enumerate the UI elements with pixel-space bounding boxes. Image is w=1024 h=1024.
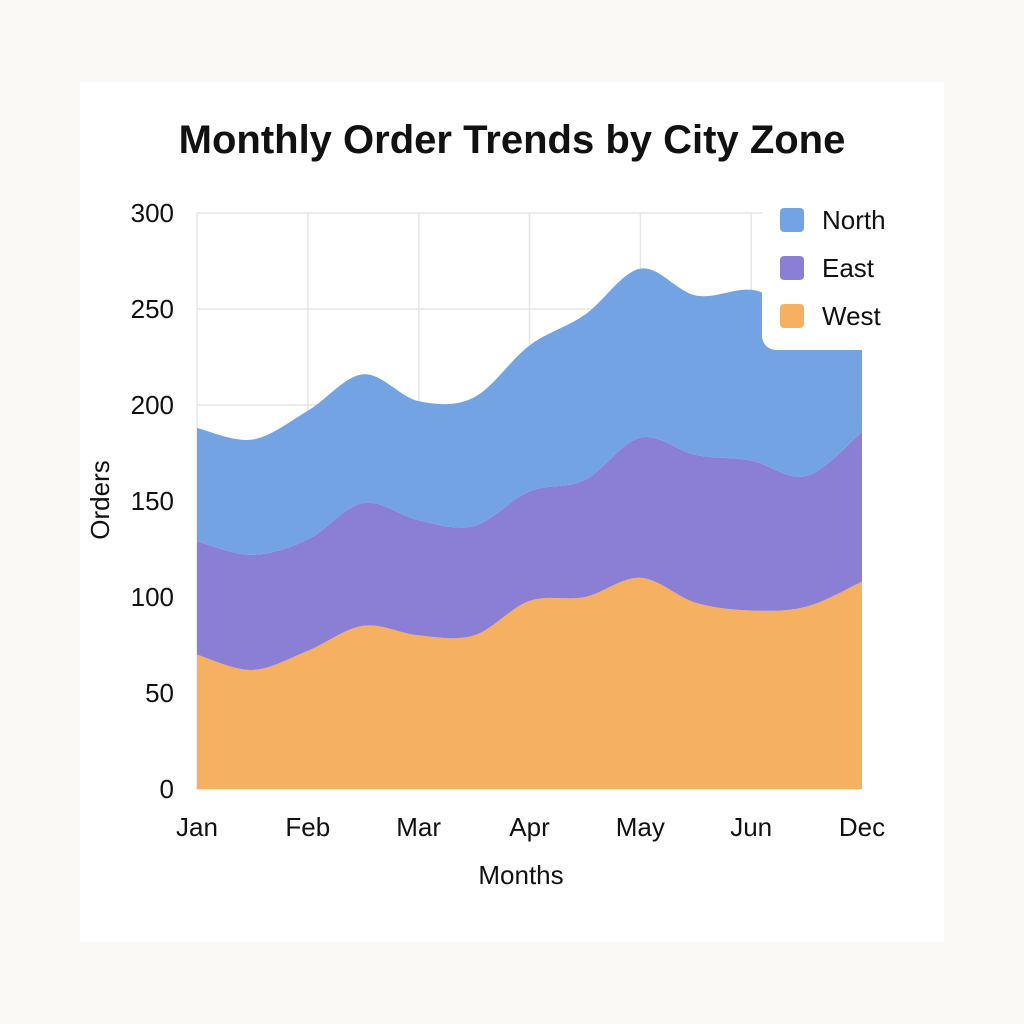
y-axis-label: Orders <box>85 460 115 539</box>
x-tick-label: Apr <box>509 812 550 842</box>
legend-swatch <box>780 256 804 280</box>
chart-legend: North East West <box>762 196 912 350</box>
y-tick-label: 0 <box>160 774 174 804</box>
y-tick-label: 300 <box>131 198 174 228</box>
y-tick-label: 50 <box>145 678 174 708</box>
x-tick-label: Jan <box>176 812 218 842</box>
x-tick-label: Mar <box>396 812 441 842</box>
area-north <box>197 247 862 555</box>
legend-label: West <box>822 300 881 331</box>
x-tick-label: Dec <box>839 812 885 842</box>
chart-title: Monthly Order Trends by City Zone <box>178 118 846 162</box>
y-tick-label: 100 <box>131 582 174 612</box>
x-tick-label: May <box>616 812 665 842</box>
x-axis-label: Months <box>478 860 563 890</box>
legend-swatch <box>780 208 804 232</box>
y-tick-label: 250 <box>131 294 174 324</box>
legend-item-north: North <box>780 205 886 235</box>
x-tick-label: Feb <box>285 812 330 842</box>
legend-label: East <box>822 252 875 283</box>
legend-item-east: East <box>780 253 874 283</box>
legend-swatch <box>780 304 804 328</box>
y-tick-label: 200 <box>131 390 174 420</box>
y-tick-label: 150 <box>131 486 174 516</box>
legend-item-west: West <box>780 301 881 331</box>
area-west <box>197 577 862 789</box>
area-east <box>197 431 862 670</box>
x-tick-label: Jun <box>730 812 772 842</box>
legend-label: North <box>822 204 886 235</box>
